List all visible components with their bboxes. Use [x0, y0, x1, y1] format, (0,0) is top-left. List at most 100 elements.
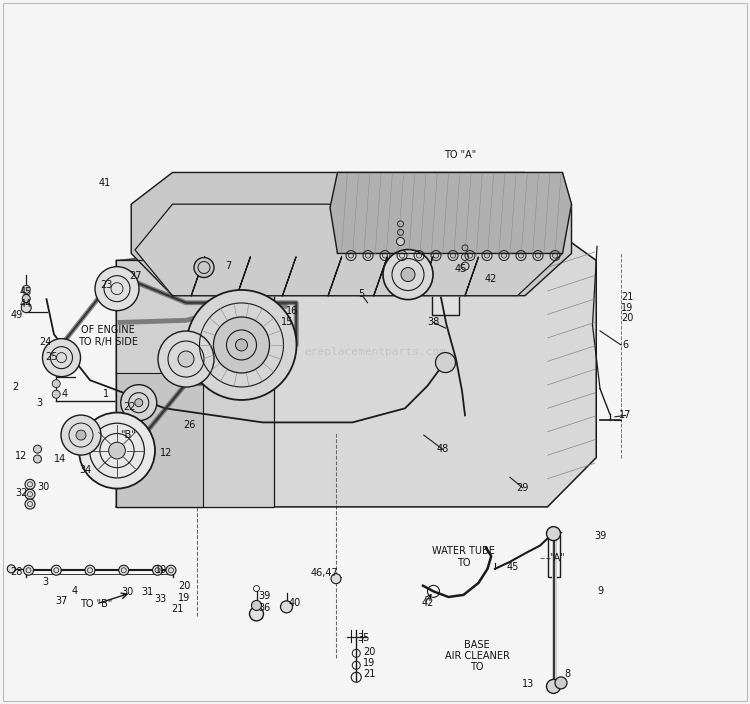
Text: 14: 14	[54, 454, 66, 464]
Text: 4: 4	[62, 389, 68, 399]
Circle shape	[25, 499, 35, 509]
Circle shape	[23, 565, 34, 575]
Circle shape	[21, 303, 32, 313]
Text: 9: 9	[597, 586, 603, 596]
Text: 12: 12	[15, 451, 27, 461]
Text: 10: 10	[155, 565, 167, 575]
Circle shape	[555, 677, 567, 689]
Text: WATER TUBE: WATER TUBE	[432, 546, 495, 556]
Polygon shape	[131, 172, 572, 296]
Text: TO: TO	[457, 558, 470, 568]
Polygon shape	[116, 260, 274, 507]
Text: 41: 41	[99, 178, 111, 188]
Text: 33: 33	[154, 594, 166, 604]
Circle shape	[61, 415, 101, 455]
Circle shape	[53, 379, 60, 388]
Text: 45: 45	[454, 264, 466, 274]
Text: 19: 19	[363, 658, 375, 668]
Text: 30: 30	[38, 482, 50, 492]
Text: 30: 30	[122, 587, 134, 597]
Circle shape	[178, 351, 194, 367]
Circle shape	[166, 565, 176, 575]
Circle shape	[461, 262, 469, 270]
Text: 21: 21	[621, 292, 633, 302]
Circle shape	[79, 413, 155, 489]
Polygon shape	[330, 172, 572, 253]
Text: 45: 45	[507, 562, 519, 572]
Circle shape	[118, 565, 129, 575]
Circle shape	[547, 679, 560, 693]
Text: 34: 34	[80, 465, 92, 475]
Circle shape	[85, 565, 95, 575]
Circle shape	[22, 285, 30, 294]
Circle shape	[121, 384, 157, 421]
Circle shape	[401, 268, 415, 282]
Circle shape	[214, 317, 269, 373]
Text: 32: 32	[15, 488, 27, 498]
Text: 20: 20	[621, 313, 633, 323]
Text: ereplacementparts.com: ereplacementparts.com	[304, 347, 446, 357]
Text: 17: 17	[620, 410, 632, 420]
Text: 28: 28	[10, 567, 22, 577]
Circle shape	[25, 489, 35, 499]
Circle shape	[397, 237, 404, 246]
Text: 19: 19	[621, 303, 633, 313]
Text: 3: 3	[42, 577, 48, 587]
Text: OF ENGINE: OF ENGINE	[81, 325, 135, 335]
Text: 6: 6	[622, 340, 628, 350]
Text: 5: 5	[358, 289, 364, 299]
Text: 16: 16	[286, 306, 298, 316]
Text: 26: 26	[183, 420, 195, 430]
Text: 4: 4	[72, 586, 78, 596]
Circle shape	[95, 267, 139, 310]
Circle shape	[25, 479, 35, 489]
Text: AIR CLEANER: AIR CLEANER	[445, 651, 509, 661]
Text: 36: 36	[258, 603, 270, 613]
Circle shape	[251, 601, 262, 610]
Text: "B": "B"	[120, 430, 135, 440]
Circle shape	[34, 455, 41, 463]
Text: 40: 40	[289, 598, 301, 608]
Circle shape	[22, 294, 30, 303]
Circle shape	[53, 365, 60, 374]
Text: 3: 3	[36, 398, 42, 408]
Text: 24: 24	[39, 337, 51, 347]
Text: 44: 44	[20, 299, 32, 309]
Text: 7: 7	[225, 261, 231, 271]
Circle shape	[34, 445, 41, 453]
Text: 45: 45	[20, 287, 32, 297]
Text: 15: 15	[281, 318, 293, 327]
Text: 49: 49	[10, 310, 22, 320]
Circle shape	[331, 574, 341, 584]
Text: TO R/H SIDE: TO R/H SIDE	[78, 337, 138, 347]
Text: 20: 20	[178, 581, 190, 591]
Circle shape	[51, 565, 62, 575]
Text: 35: 35	[357, 633, 369, 643]
Text: 20: 20	[363, 647, 375, 657]
Text: 42: 42	[422, 598, 434, 608]
Text: 38: 38	[427, 318, 439, 327]
Text: 42: 42	[484, 275, 496, 284]
Text: 23: 23	[100, 280, 112, 290]
Text: 31: 31	[141, 587, 153, 597]
Circle shape	[187, 290, 296, 400]
Text: 21: 21	[171, 604, 183, 614]
Circle shape	[250, 607, 263, 621]
Text: 37: 37	[56, 596, 68, 605]
Circle shape	[152, 565, 163, 575]
Text: 27: 27	[129, 271, 141, 281]
Text: 48: 48	[436, 444, 448, 454]
Text: 39: 39	[258, 591, 270, 601]
Text: 12: 12	[160, 448, 172, 458]
Polygon shape	[116, 225, 596, 507]
Text: 46,47: 46,47	[310, 568, 338, 578]
Text: 21: 21	[363, 670, 375, 679]
Circle shape	[135, 398, 142, 407]
Circle shape	[194, 258, 214, 277]
Circle shape	[76, 430, 86, 440]
Polygon shape	[116, 373, 202, 507]
Text: 19: 19	[178, 593, 190, 603]
Text: 2: 2	[12, 382, 18, 392]
Bar	[548, 535, 560, 577]
Text: TO: TO	[470, 662, 484, 672]
